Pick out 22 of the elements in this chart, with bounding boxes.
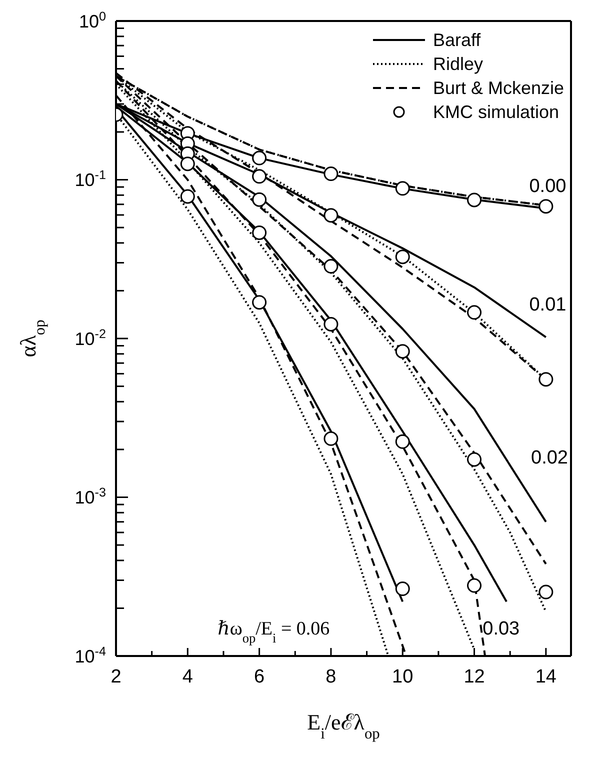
x-tick-label: 2 xyxy=(110,666,122,688)
annotation: ℏω$_{op}$/E$_{i}$ = 0.06 xyxy=(218,618,330,646)
legend-label: Burt & Mckenzie xyxy=(432,77,564,100)
x-axis-title: E$_{i}$/eℰλ$_{op}$ xyxy=(307,710,380,742)
y-tick-label: 10$^{-2}$ xyxy=(74,326,106,349)
x-tick-label: 8 xyxy=(326,666,336,688)
x-tick-label: 10 xyxy=(392,666,414,688)
x-tick-label: 14 xyxy=(535,666,557,688)
annotation: 0.03 xyxy=(482,618,520,640)
y-tick-label: 10$^{0}$ xyxy=(78,9,106,32)
y-tick-label: 10$^{-3}$ xyxy=(74,486,106,508)
x-tick-label: 12 xyxy=(464,666,485,688)
legend-label: Baraff xyxy=(432,29,481,52)
legend-label: Ridley xyxy=(432,53,483,76)
y-tick-label: 10$^{-4}$ xyxy=(74,644,106,666)
x-tick-label: 4 xyxy=(182,666,194,688)
annotation: 0.02 xyxy=(531,447,568,468)
annotation: 0.00 xyxy=(529,176,566,198)
annotation: 0.01 xyxy=(529,294,566,316)
x-tick-label: 6 xyxy=(254,666,265,688)
y-tick-label: 10$^{-1}$ xyxy=(74,168,106,190)
legend-label: KMC simulation xyxy=(432,101,559,124)
